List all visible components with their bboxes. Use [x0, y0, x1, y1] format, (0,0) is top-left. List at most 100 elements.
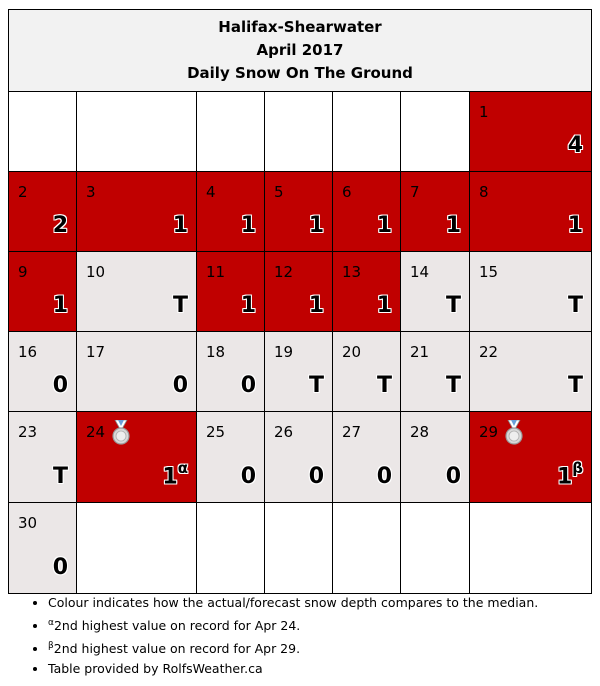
- snow-depth-number: 0: [172, 373, 188, 398]
- snow-depth-number: 2: [52, 213, 68, 238]
- footnote-item: Table provided by RolfsWeather.ca: [48, 661, 538, 677]
- snow-depth-value: 0: [241, 373, 256, 398]
- day-number: 28: [410, 423, 430, 441]
- day-number: 16: [18, 343, 38, 361]
- calendar-week-row: 9 1 10 T 11 1 12 1 13 1 14 T 15 T: [8, 251, 592, 332]
- snow-depth-number: 0: [52, 555, 68, 580]
- snow-depth-number: 1: [162, 464, 178, 489]
- snow-depth-value: 1: [241, 213, 256, 238]
- snow-depth-number: 0: [52, 373, 68, 398]
- empty-day-cell: [196, 502, 265, 594]
- snow-depth-value: T: [446, 373, 461, 398]
- snow-depth-value: 1α: [162, 458, 188, 489]
- day-cell: 15 T: [469, 251, 592, 332]
- empty-day-cell: [332, 91, 401, 172]
- snow-depth-value: 0: [309, 464, 324, 489]
- day-number: 25: [206, 423, 226, 441]
- day-cell: 10 T: [76, 251, 197, 332]
- snow-depth-number: T: [52, 464, 68, 489]
- snow-depth-number: 1: [445, 213, 461, 238]
- day-number: 15: [479, 263, 499, 281]
- day-number: 11: [206, 263, 226, 281]
- day-cell: 17 0: [76, 331, 197, 412]
- calendar-week-row: 30 0: [8, 502, 592, 594]
- day-number: 23: [18, 423, 38, 441]
- snow-depth-number: 1: [240, 293, 256, 318]
- snow-depth-value: 1: [173, 213, 188, 238]
- snow-depth-number: T: [445, 373, 461, 398]
- snow-depth-number: 1: [172, 213, 188, 238]
- day-number: 19: [274, 343, 294, 361]
- day-number: 24: [86, 423, 106, 441]
- snow-depth-value: 1: [377, 213, 392, 238]
- snow-depth-value: 1β: [557, 458, 583, 489]
- snow-depth-number: 0: [240, 373, 256, 398]
- empty-day-cell: [264, 502, 333, 594]
- snow-depth-value: 0: [241, 464, 256, 489]
- snow-depth-value: 1: [53, 293, 68, 318]
- day-number: 18: [206, 343, 226, 361]
- empty-day-cell: [400, 502, 470, 594]
- day-number: 7: [410, 183, 420, 201]
- day-number: 26: [274, 423, 294, 441]
- day-number: 1: [479, 103, 489, 121]
- snow-depth-number: 0: [308, 464, 324, 489]
- footnote-marker: β: [48, 641, 54, 652]
- day-cell: 11 1: [196, 251, 265, 332]
- day-number: 4: [206, 183, 216, 201]
- empty-day-cell: [264, 91, 333, 172]
- snow-depth-number: T: [172, 293, 188, 318]
- day-number: 21: [410, 343, 430, 361]
- day-number: 17: [86, 343, 106, 361]
- snow-depth-value: 0: [53, 373, 68, 398]
- snow-depth-value: 2: [53, 213, 68, 238]
- day-number: 20: [342, 343, 362, 361]
- day-number: 30: [18, 514, 38, 532]
- snow-depth-value: T: [446, 293, 461, 318]
- snow-depth-number: T: [567, 293, 583, 318]
- snow-depth-value: 0: [446, 464, 461, 489]
- record-marker: α: [177, 458, 188, 477]
- snow-depth-value: T: [377, 373, 392, 398]
- snow-depth-number: T: [445, 293, 461, 318]
- day-number: 13: [342, 263, 362, 281]
- empty-day-cell: [400, 91, 470, 172]
- footnote-text: Table provided by RolfsWeather.ca: [48, 661, 263, 677]
- snow-depth-number: 0: [376, 464, 392, 489]
- empty-day-cell: [196, 91, 265, 172]
- silver-medal-icon: [112, 420, 130, 445]
- empty-day-cell: [332, 502, 401, 594]
- footnote-text: 2nd highest value on record for Apr 29.: [53, 641, 301, 657]
- snow-depth-value: 1: [241, 293, 256, 318]
- day-cell: 13 1: [332, 251, 401, 332]
- calendar-week-row: 23 T 24 1α 25 0 26 0 27 0 28 0 29 1β: [8, 411, 592, 503]
- snow-depth-value: 1: [568, 213, 583, 238]
- snow-depth-value: T: [309, 373, 324, 398]
- snow-calendar: Halifax-Shearwater April 2017 Daily Snow…: [8, 9, 592, 594]
- day-cell: 16 0: [8, 331, 77, 412]
- snow-depth-number: 1: [308, 293, 324, 318]
- snow-depth-value: T: [568, 373, 583, 398]
- day-cell: 26 0: [264, 411, 333, 503]
- day-number: 3: [86, 183, 96, 201]
- metric-title: Daily Snow On The Ground: [187, 64, 413, 82]
- silver-medal-icon: [505, 420, 523, 445]
- day-number: 2: [18, 183, 28, 201]
- snow-depth-value: 4: [568, 133, 583, 158]
- day-number: 5: [274, 183, 284, 201]
- period-title: April 2017: [256, 41, 344, 59]
- record-marker: β: [572, 458, 583, 477]
- day-number: 12: [274, 263, 294, 281]
- day-number: 6: [342, 183, 352, 201]
- snow-depth-number: T: [308, 373, 324, 398]
- empty-day-cell: [76, 91, 197, 172]
- footnote-marker: α: [48, 618, 54, 628]
- snow-depth-value: 0: [53, 555, 68, 580]
